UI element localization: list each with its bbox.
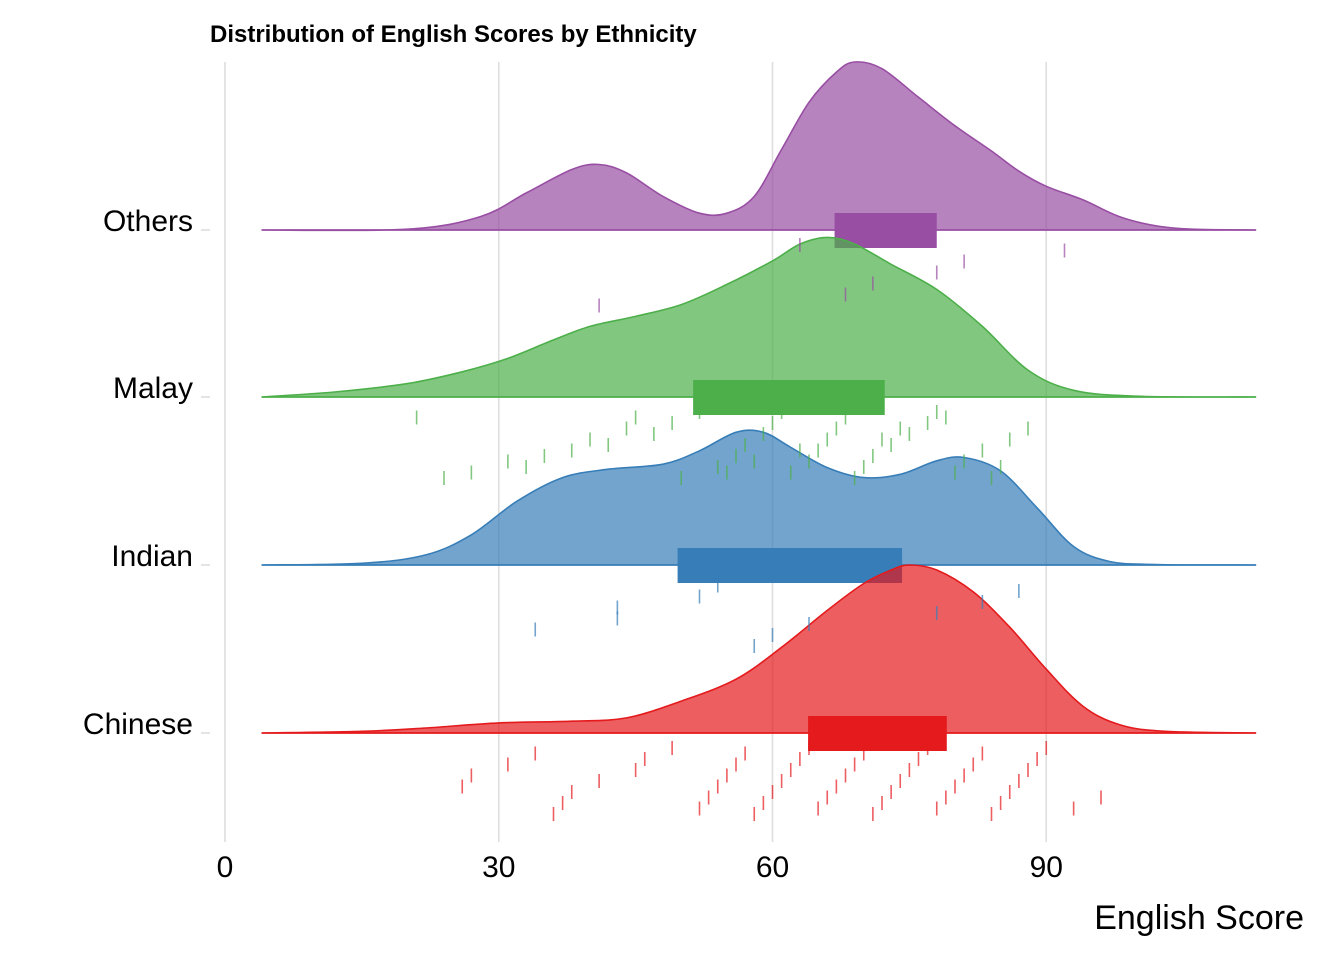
- cloud-others: [261, 61, 1257, 248]
- rain-points: [415, 238, 1102, 821]
- y-label-chinese: Chinese: [83, 708, 193, 741]
- density-malay: [261, 236, 1257, 398]
- y-label-malay: Malay: [113, 372, 193, 405]
- iqr-box-chinese: [808, 716, 947, 751]
- x-tick-label: 0: [217, 851, 234, 884]
- chart-title: Distribution of English Scores by Ethnic…: [210, 21, 697, 48]
- density-others: [261, 61, 1257, 232]
- x-tick-label: 30: [482, 851, 515, 884]
- x-axis: 0 30 60 90: [217, 851, 1063, 884]
- y-label-indian: Indian: [111, 540, 193, 573]
- cloud-chinese: [261, 564, 1257, 751]
- cloud-malay: [261, 236, 1257, 415]
- iqr-box-malay: [693, 380, 885, 415]
- iqr-box-indian: [677, 548, 903, 583]
- x-tick-label: 60: [756, 851, 789, 884]
- rain-others: [598, 238, 1066, 313]
- density-chinese: [261, 564, 1257, 734]
- density-clouds: [261, 61, 1257, 751]
- y-axis: Others Malay Indian Chinese: [83, 205, 210, 741]
- x-tick-label: 90: [1030, 851, 1063, 884]
- rain-chinese: [461, 741, 1102, 821]
- y-label-others: Others: [103, 205, 193, 238]
- rain-indian: [534, 578, 1020, 653]
- x-axis-title: English Score: [1094, 899, 1304, 937]
- cloud-indian: [261, 429, 1257, 583]
- rain-malay: [415, 405, 1029, 485]
- density-indian: [261, 429, 1257, 566]
